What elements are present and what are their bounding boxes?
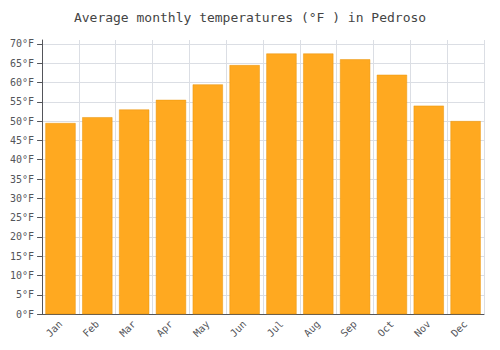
- svg-text:45°F: 45°F: [10, 135, 34, 146]
- svg-text:10°F: 10°F: [10, 270, 34, 281]
- svg-text:35°F: 35°F: [10, 174, 34, 185]
- svg-text:50°F: 50°F: [10, 116, 34, 127]
- svg-text:Average monthly temperatures (: Average monthly temperatures (°F ) in Pe…: [74, 10, 426, 25]
- svg-text:Mar: Mar: [117, 318, 138, 339]
- svg-text:0°F: 0°F: [16, 309, 34, 320]
- svg-text:Dec: Dec: [449, 318, 470, 339]
- svg-text:60°F: 60°F: [10, 77, 34, 88]
- svg-text:5°F: 5°F: [16, 289, 34, 300]
- svg-text:55°F: 55°F: [10, 96, 34, 107]
- svg-text:15°F: 15°F: [10, 251, 34, 262]
- svg-text:Oct: Oct: [375, 318, 396, 339]
- svg-text:Jun: Jun: [228, 318, 249, 339]
- svg-text:30°F: 30°F: [10, 193, 34, 204]
- svg-text:Apr: Apr: [154, 318, 175, 339]
- svg-text:Sep: Sep: [338, 318, 359, 339]
- svg-text:70°F: 70°F: [10, 38, 34, 49]
- svg-text:Aug: Aug: [302, 318, 323, 339]
- svg-text:May: May: [191, 318, 212, 339]
- svg-text:Nov: Nov: [412, 318, 433, 339]
- svg-text:65°F: 65°F: [10, 58, 34, 69]
- svg-text:40°F: 40°F: [10, 154, 34, 165]
- svg-text:Jul: Jul: [265, 318, 286, 339]
- svg-text:20°F: 20°F: [10, 231, 34, 242]
- svg-text:Feb: Feb: [81, 318, 102, 339]
- svg-text:25°F: 25°F: [10, 212, 34, 223]
- svg-text:Jan: Jan: [44, 318, 65, 339]
